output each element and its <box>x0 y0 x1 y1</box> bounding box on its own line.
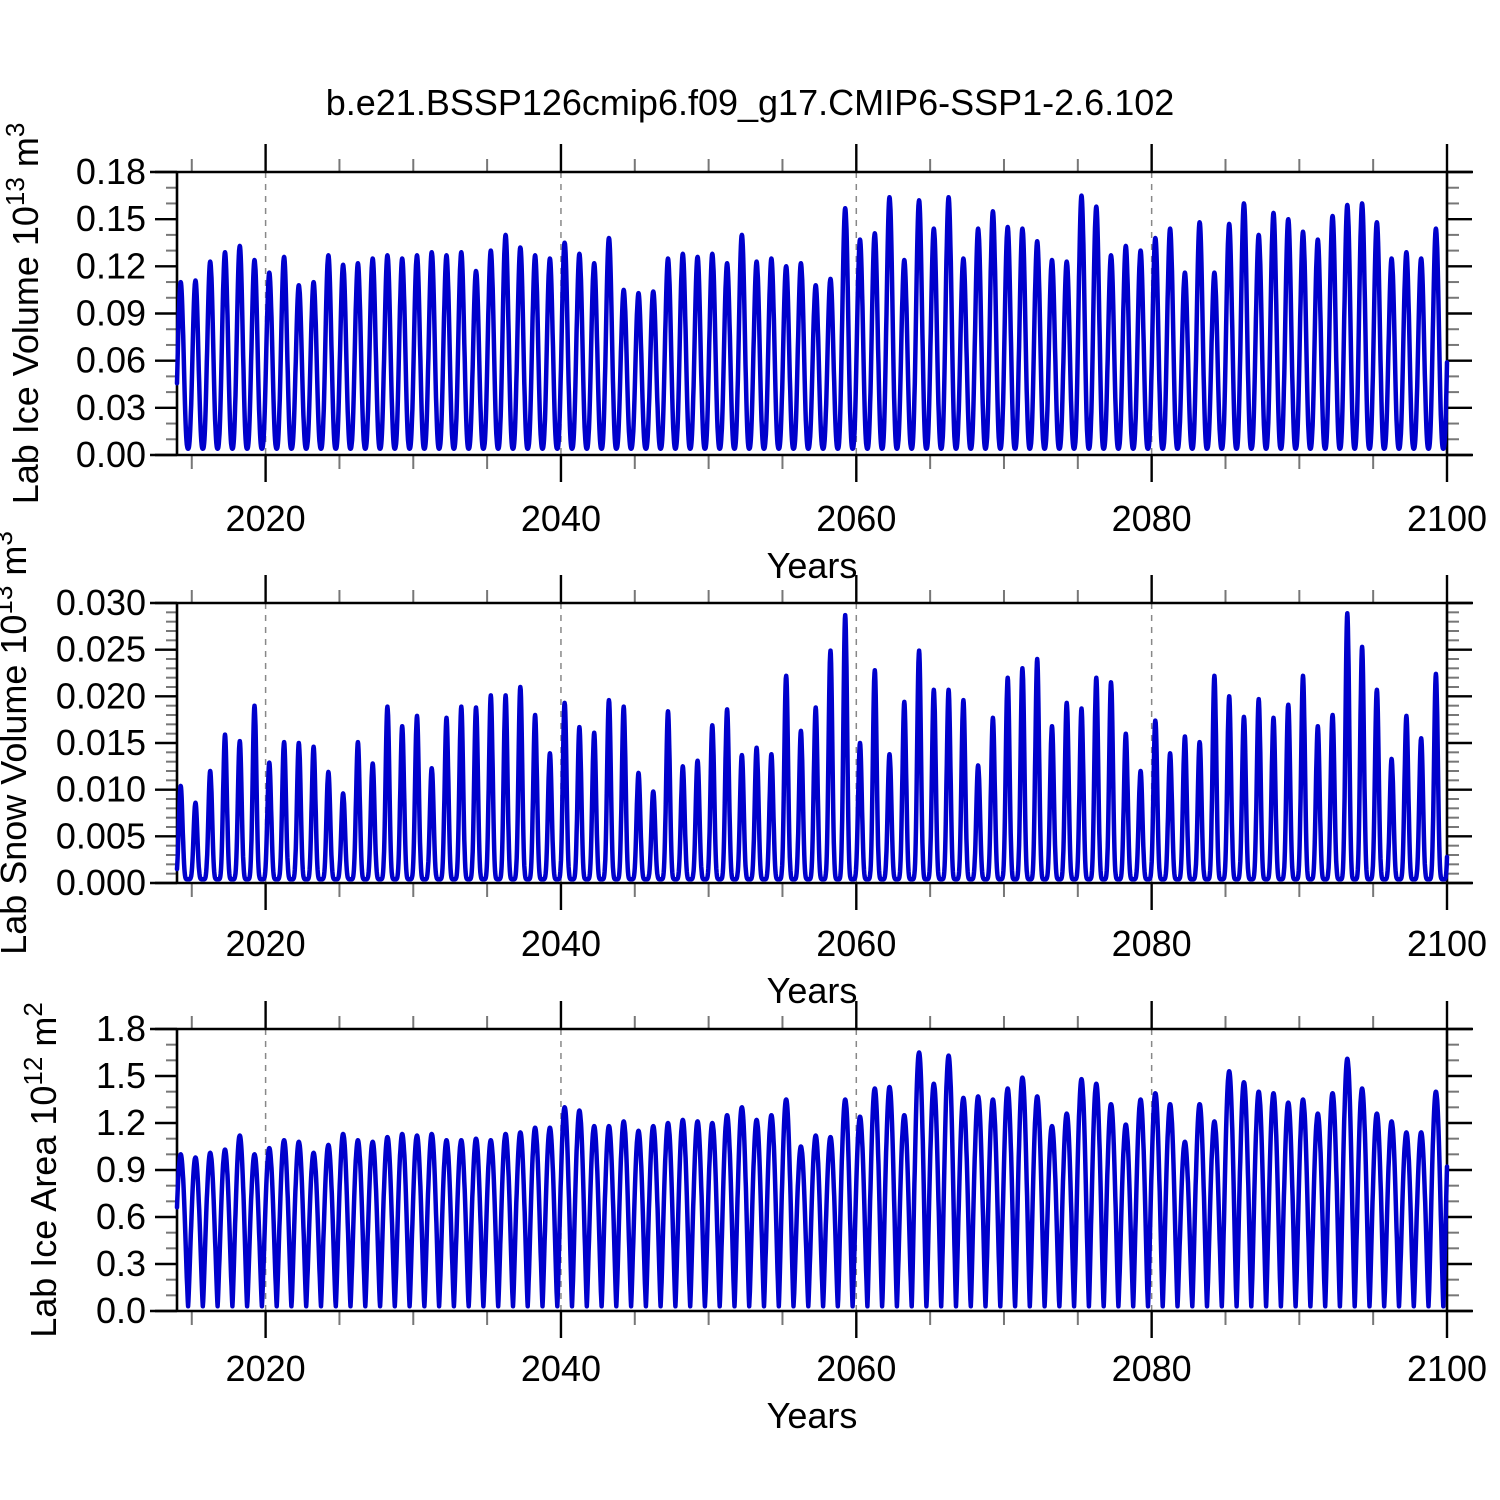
y-tick-label: 0.3 <box>96 1243 146 1284</box>
y-tick-label: 1.5 <box>96 1055 146 1096</box>
panel-lab-snow-volume: 2020 2040 2060 2080 2100 0.000 0.005 0.010 0.015… <box>0 531 1487 1011</box>
x-tick-label: 2080 <box>1112 1348 1192 1389</box>
plot-title: b.e21.BSSP126cmip6.f09_g17.CMIP6-SSP1-2.… <box>325 82 1175 123</box>
x-tick-label: 2100 <box>1407 498 1487 539</box>
x-tick-label: 2080 <box>1112 923 1192 964</box>
y-tick-label: 0.15 <box>76 198 146 239</box>
x-tick-label: 2020 <box>226 923 306 964</box>
x-tick-label: 2100 <box>1407 1348 1487 1389</box>
y-tick-label: 0.03 <box>76 387 146 428</box>
y-tick-label: 0.09 <box>76 293 146 334</box>
x-tick-label: 2080 <box>1112 498 1192 539</box>
y-axis-title: Lab Snow Volume 1013 m3 <box>0 531 34 955</box>
y-tick-label: 0.005 <box>56 815 146 856</box>
x-tick-label: 2060 <box>816 498 896 539</box>
x-tick-label: 2060 <box>816 923 896 964</box>
x-tick-label: 2020 <box>226 1348 306 1389</box>
y-tick-label: 0.015 <box>56 722 146 763</box>
x-axis-title: Years <box>767 545 858 586</box>
y-tick-label: 0.030 <box>56 582 146 623</box>
lab-ice-area-series-line <box>174 1050 1450 1309</box>
y-tick-label: 0.010 <box>56 769 146 810</box>
x-tick-label: 2040 <box>521 1348 601 1389</box>
y-tick-label: 0.12 <box>76 245 146 286</box>
y-tick-label: 0.9 <box>96 1149 146 1190</box>
y-tick-label: 0.6 <box>96 1196 146 1237</box>
lab-ice-volume-series-line <box>174 193 1450 451</box>
x-axis-title: Years <box>767 970 858 1011</box>
y-tick-label: 0.020 <box>56 675 146 716</box>
y-tick-label: 0.0 <box>96 1290 146 1331</box>
x-axis-title: Years <box>767 1395 858 1436</box>
y-tick-label: 1.2 <box>96 1102 146 1143</box>
lab-snow-volume-series-line <box>174 611 1450 882</box>
x-tick-label: 2020 <box>226 498 306 539</box>
y-tick-label: 0.06 <box>76 340 146 381</box>
panel-lab-ice-volume: 2020 2040 2060 2080 2100 0.00 0.03 0.06 0.09 0.12… <box>0 123 1487 586</box>
y-tick-label: 0.025 <box>56 629 146 670</box>
y-tick-label: 0.000 <box>56 862 146 903</box>
panel-lab-ice-area: 2020 2040 2060 2080 2100 0.0 0.3 0.6 0.9 1.2 1.5 1.… <box>18 1001 1487 1436</box>
y-axis-title: Lab Ice Volume 1013 m3 <box>0 123 46 505</box>
x-tick-label: 2100 <box>1407 923 1487 964</box>
y-tick-label: 0.00 <box>76 434 146 475</box>
x-tick-label: 2040 <box>521 923 601 964</box>
x-tick-label: 2060 <box>816 1348 896 1389</box>
y-tick-label: 0.18 <box>76 151 146 192</box>
x-tick-label: 2040 <box>521 498 601 539</box>
y-tick-label: 1.8 <box>96 1008 146 1049</box>
y-axis-title: Lab Ice Area 1012 m2 <box>18 1002 64 1338</box>
